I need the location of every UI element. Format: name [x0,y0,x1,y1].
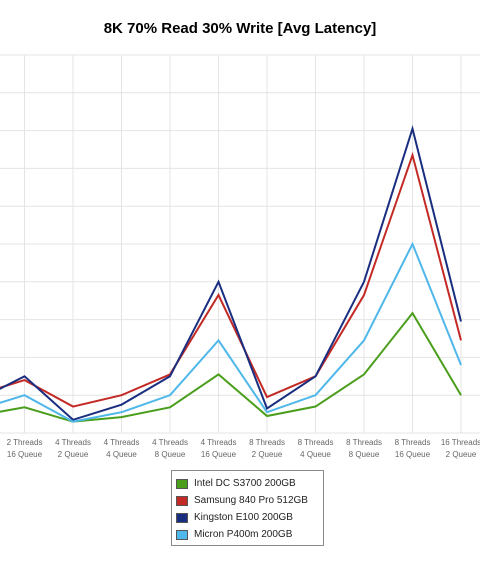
series-line-1 [0,151,462,408]
x-tick-label: 8 Queue [349,450,380,459]
x-tick-label: 8 Threads [395,438,431,447]
x-tick-label: 16 Queue [395,450,431,459]
series-lines [0,125,462,423]
x-tick-label: 8 Threads [346,438,382,447]
x-tick-label: 4 Threads [152,438,188,447]
x-tick-label: 16 Queue [201,450,237,459]
legend-swatch [176,478,188,489]
x-tick-label: 16 Queue [7,450,43,459]
series-line-3 [0,241,462,423]
x-tick-label: 8 Threads [298,438,334,447]
x-tick-label: 4 Threads [201,438,237,447]
legend-item: Intel DC S3700 200GB [176,475,323,492]
legend-swatch [176,495,188,506]
chart-title: 8K 70% Read 30% Write [Avg Latency] [103,20,377,37]
x-tick-label: 2 Queue [58,450,89,459]
x-tick-label: 4 Threads [55,438,91,447]
x-tick-label: 2 Queue [252,450,283,459]
legend-item: Micron P400m 200GB [176,526,323,543]
legend-swatch [176,529,188,540]
x-tick-label: 4 Queue [300,450,331,459]
x-tick-label: 16 Threads [441,438,480,447]
series-line-2 [0,125,462,421]
legend-item: Kingston E100 200GB [176,509,323,526]
x-tick-label: 8 Threads [249,438,285,447]
x-tick-label: 4 Threads [104,438,140,447]
x-tick-label: 4 Queue [106,450,137,459]
legend-label: Samsung 840 Pro 512GB [194,495,308,506]
legend-label: Micron P400m 200GB [194,529,293,540]
legend-swatch [176,512,188,523]
grid [0,54,480,434]
x-tick-label: 8 Queue [155,450,186,459]
legend: Intel DC S3700 200GB Samsung 840 Pro 512G… [171,470,324,546]
series-line-0 [0,311,462,423]
legend-label: Kingston E100 200GB [194,512,293,523]
x-tick-label: 2 Threads [7,438,43,447]
x-tick-label: 2 Queue [446,450,477,459]
legend-item: Samsung 840 Pro 512GB [176,492,323,509]
legend-label: Intel DC S3700 200GB [194,478,296,489]
